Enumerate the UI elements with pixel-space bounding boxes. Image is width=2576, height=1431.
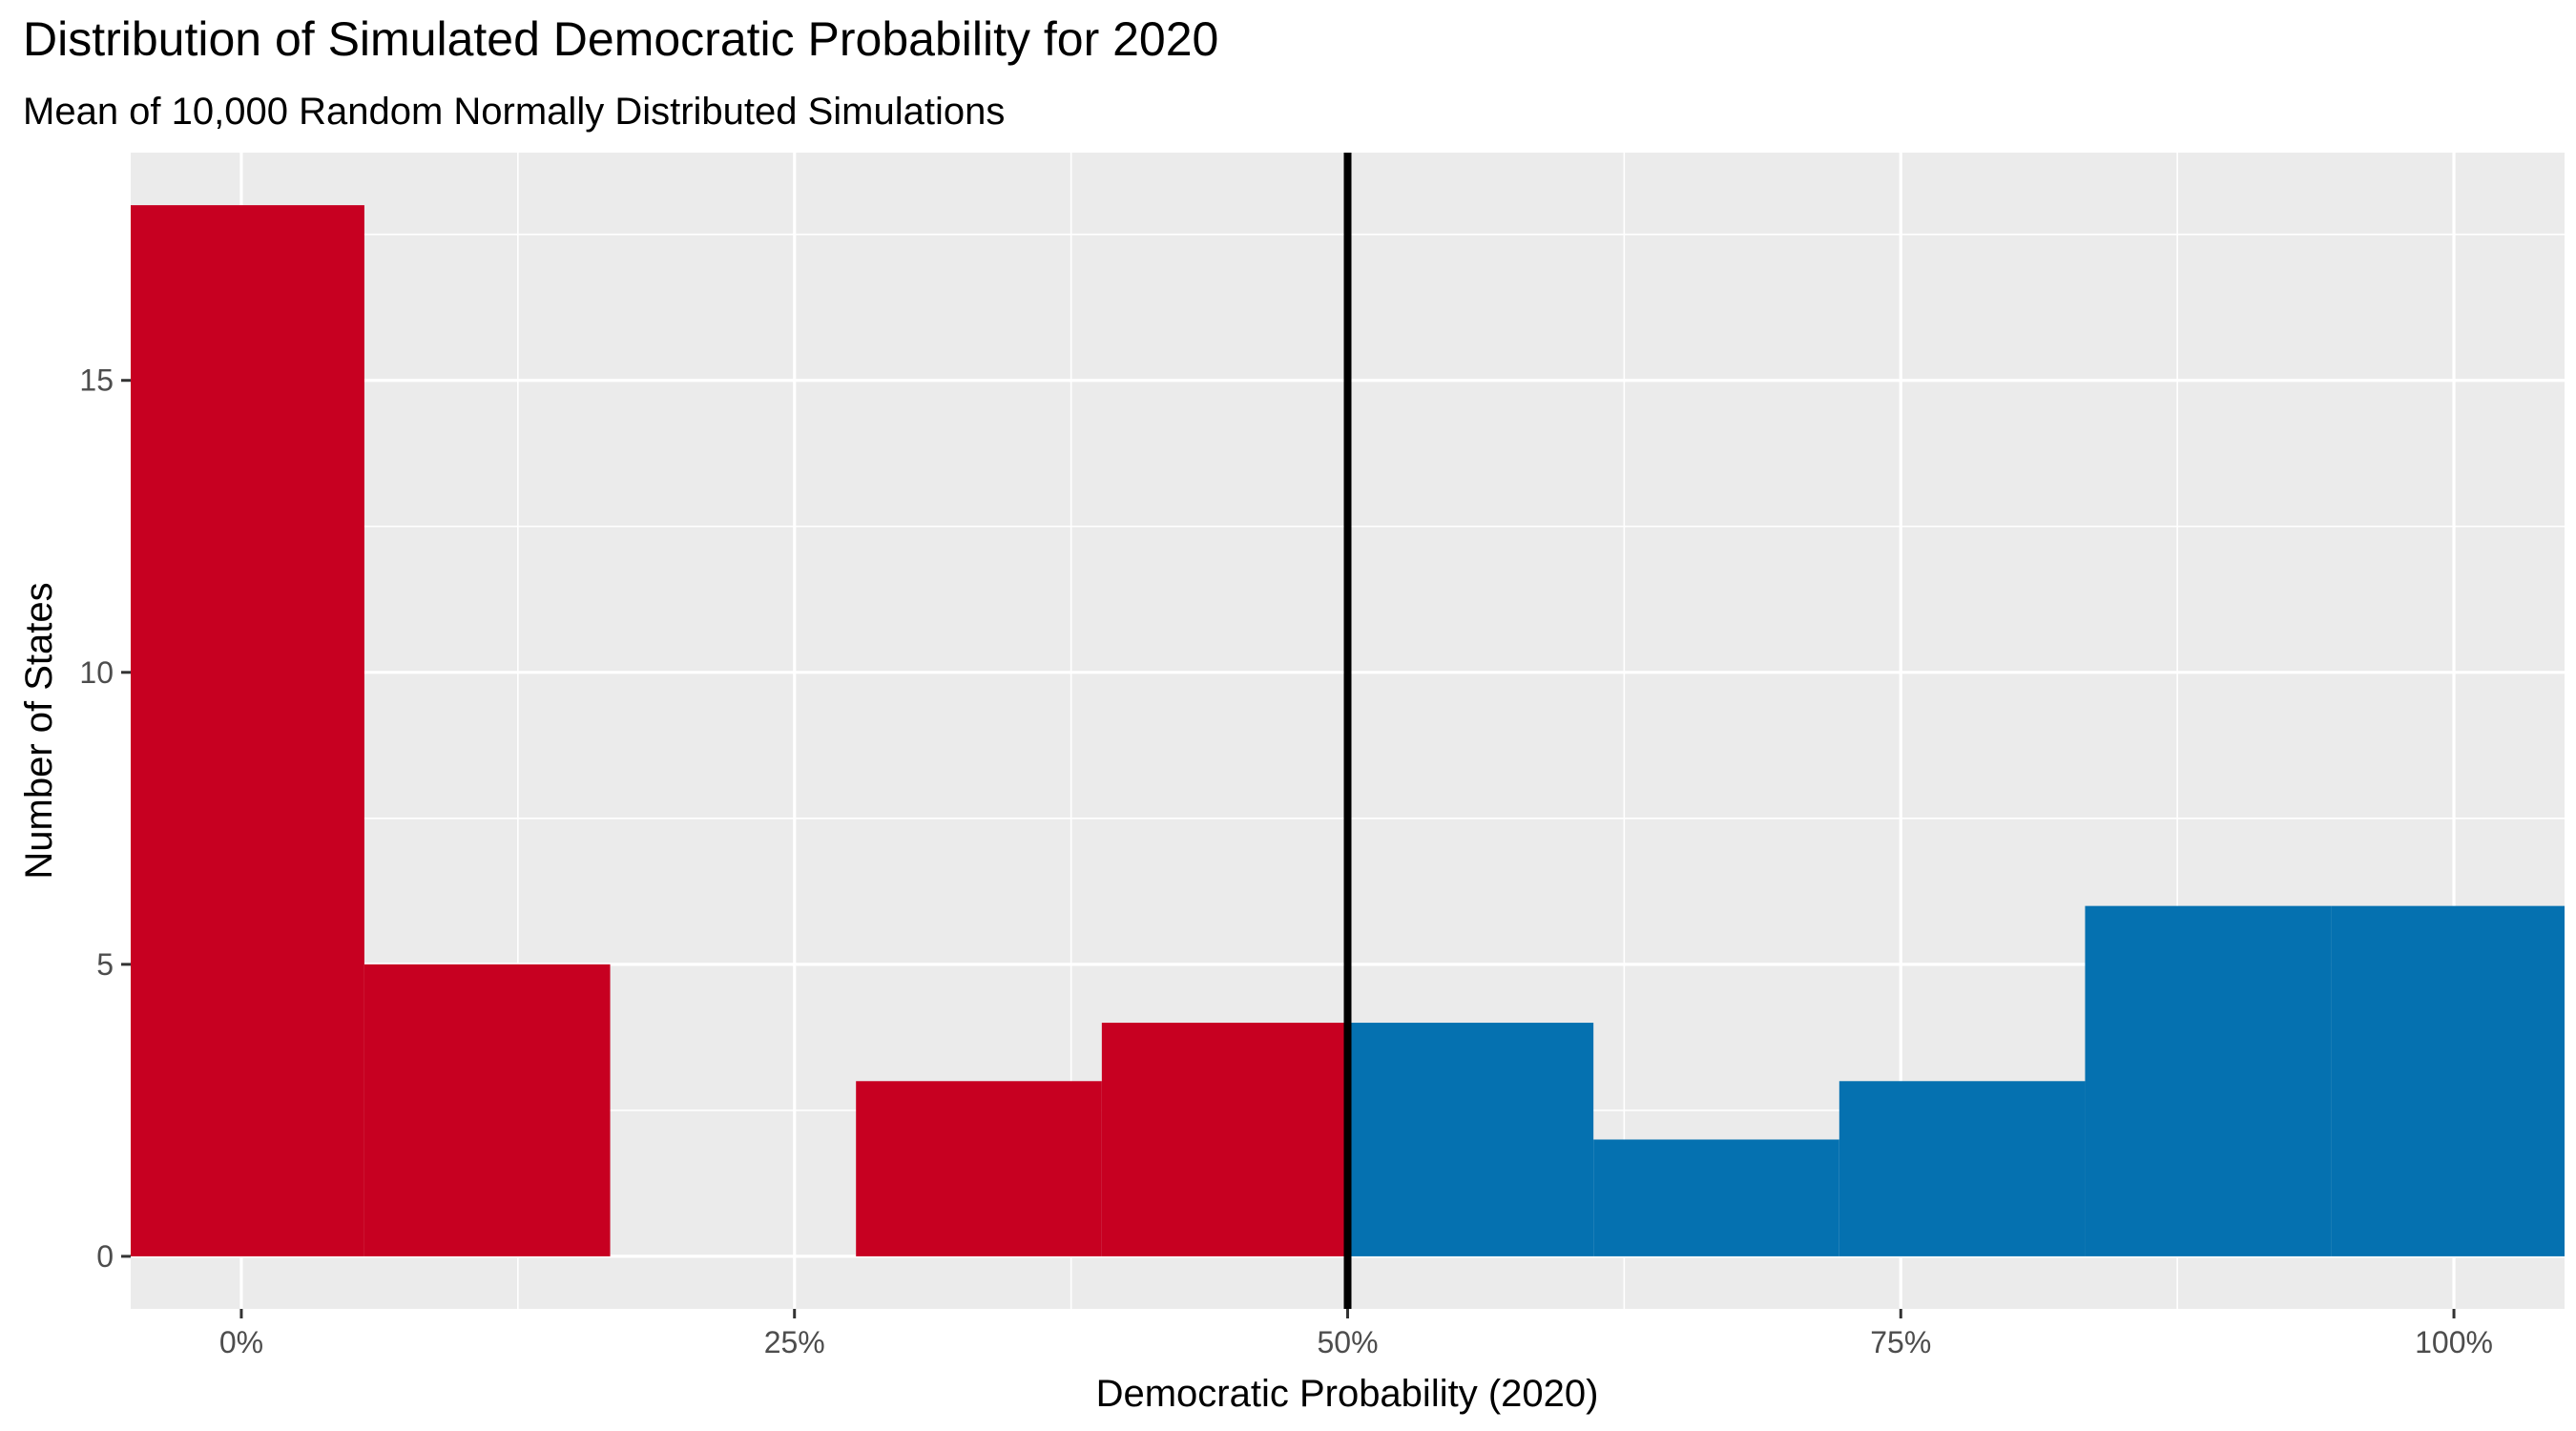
axis-ticks: 0% 25% 50% 75% 100% 0 5 10 15	[79, 363, 2493, 1359]
x-axis-label: Democratic Probability (2020)	[1096, 1373, 1599, 1415]
histogram-bar	[1593, 1139, 1839, 1256]
y-tick-label: 5	[96, 947, 114, 982]
histogram-bar	[2331, 905, 2565, 1256]
x-tick-label: 100%	[2415, 1325, 2493, 1359]
x-tick-label: 50%	[1317, 1325, 1378, 1359]
x-tick-label: 25%	[764, 1325, 825, 1359]
chart-title: Distribution of Simulated Democratic Pro…	[23, 12, 1218, 66]
histogram-bar	[856, 1081, 1102, 1256]
histogram-bar	[2085, 905, 2332, 1256]
histogram-bar	[1839, 1081, 2086, 1256]
y-tick-label: 0	[96, 1239, 114, 1274]
chart-subtitle: Mean of 10,000 Random Normally Distribut…	[23, 91, 1005, 133]
histogram-bar	[364, 964, 611, 1256]
x-tick-label: 75%	[1870, 1325, 1931, 1359]
histogram-bar	[1347, 1023, 1594, 1256]
histogram-bars	[131, 205, 2565, 1256]
y-tick-label: 10	[79, 655, 114, 690]
histogram-bar	[1101, 1023, 1348, 1256]
x-tick-label: 0%	[219, 1325, 263, 1359]
histogram-bar	[131, 205, 364, 1256]
y-axis-label: Number of States	[18, 582, 60, 879]
y-tick-label: 15	[79, 363, 114, 398]
